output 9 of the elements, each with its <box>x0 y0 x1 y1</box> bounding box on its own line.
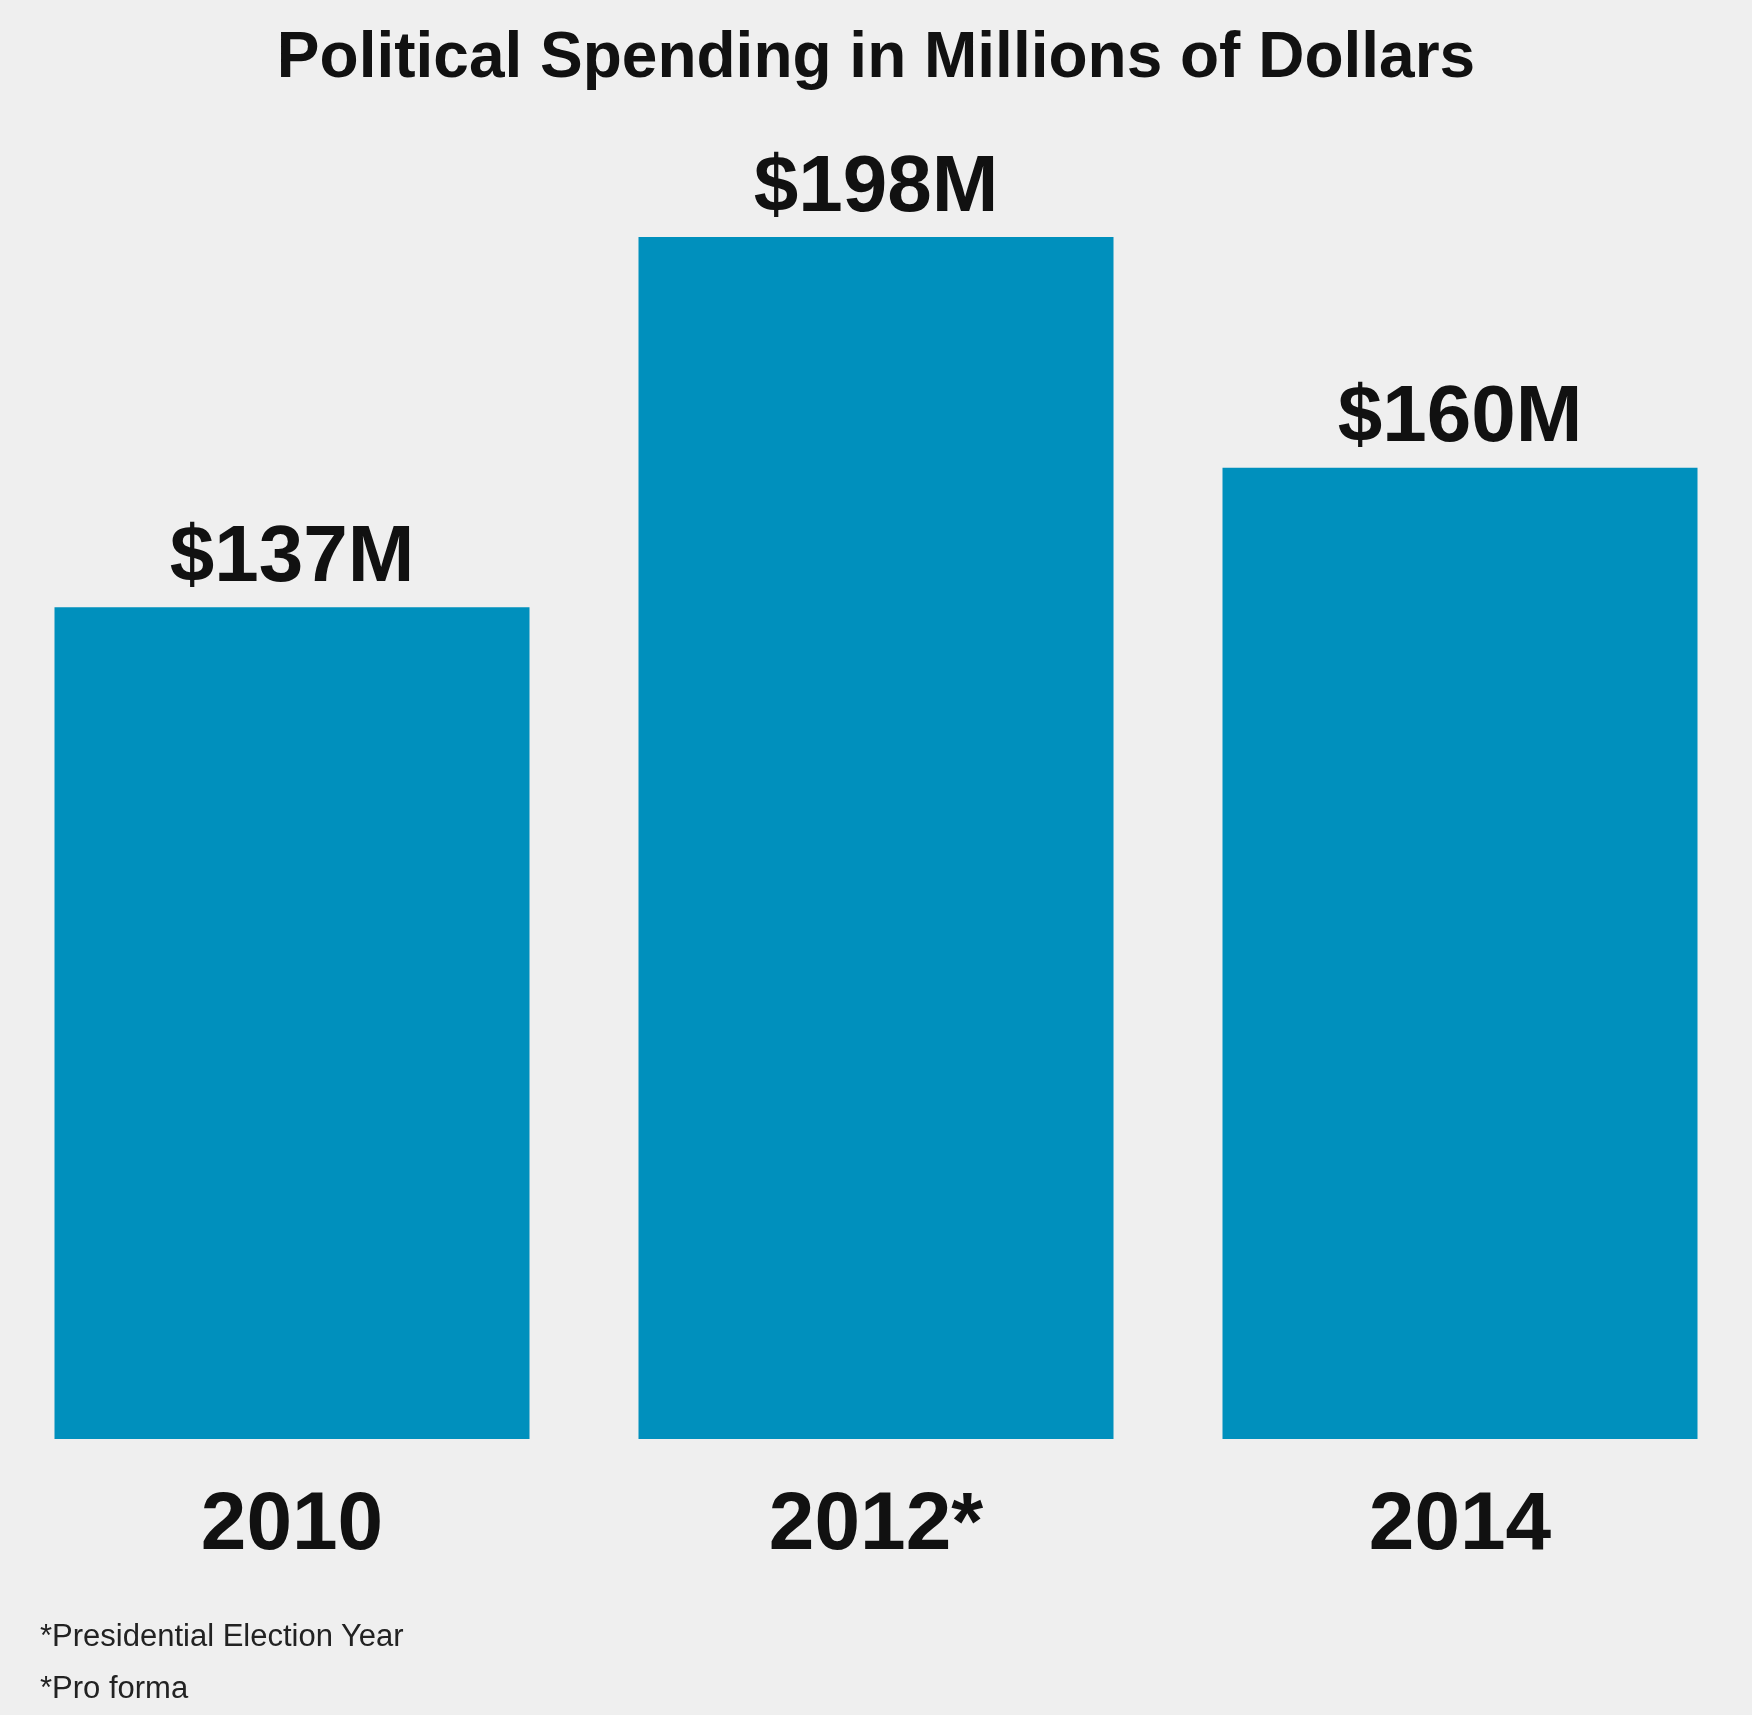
chart-title: Political Spending in Millions of Dollars <box>276 19 1476 91</box>
text: *Pro forma <box>40 1670 189 1705</box>
x-tick-label: 2014 <box>1368 1474 1552 1566</box>
text: *Presidential Election Year <box>40 1618 404 1653</box>
x-tick-label: 2012* <box>768 1474 984 1566</box>
data-label: $198M <box>753 138 999 228</box>
data-label: $137M <box>169 508 415 598</box>
data-label: $160M <box>1337 369 1583 459</box>
x-tick-label: 2010 <box>200 1474 384 1566</box>
